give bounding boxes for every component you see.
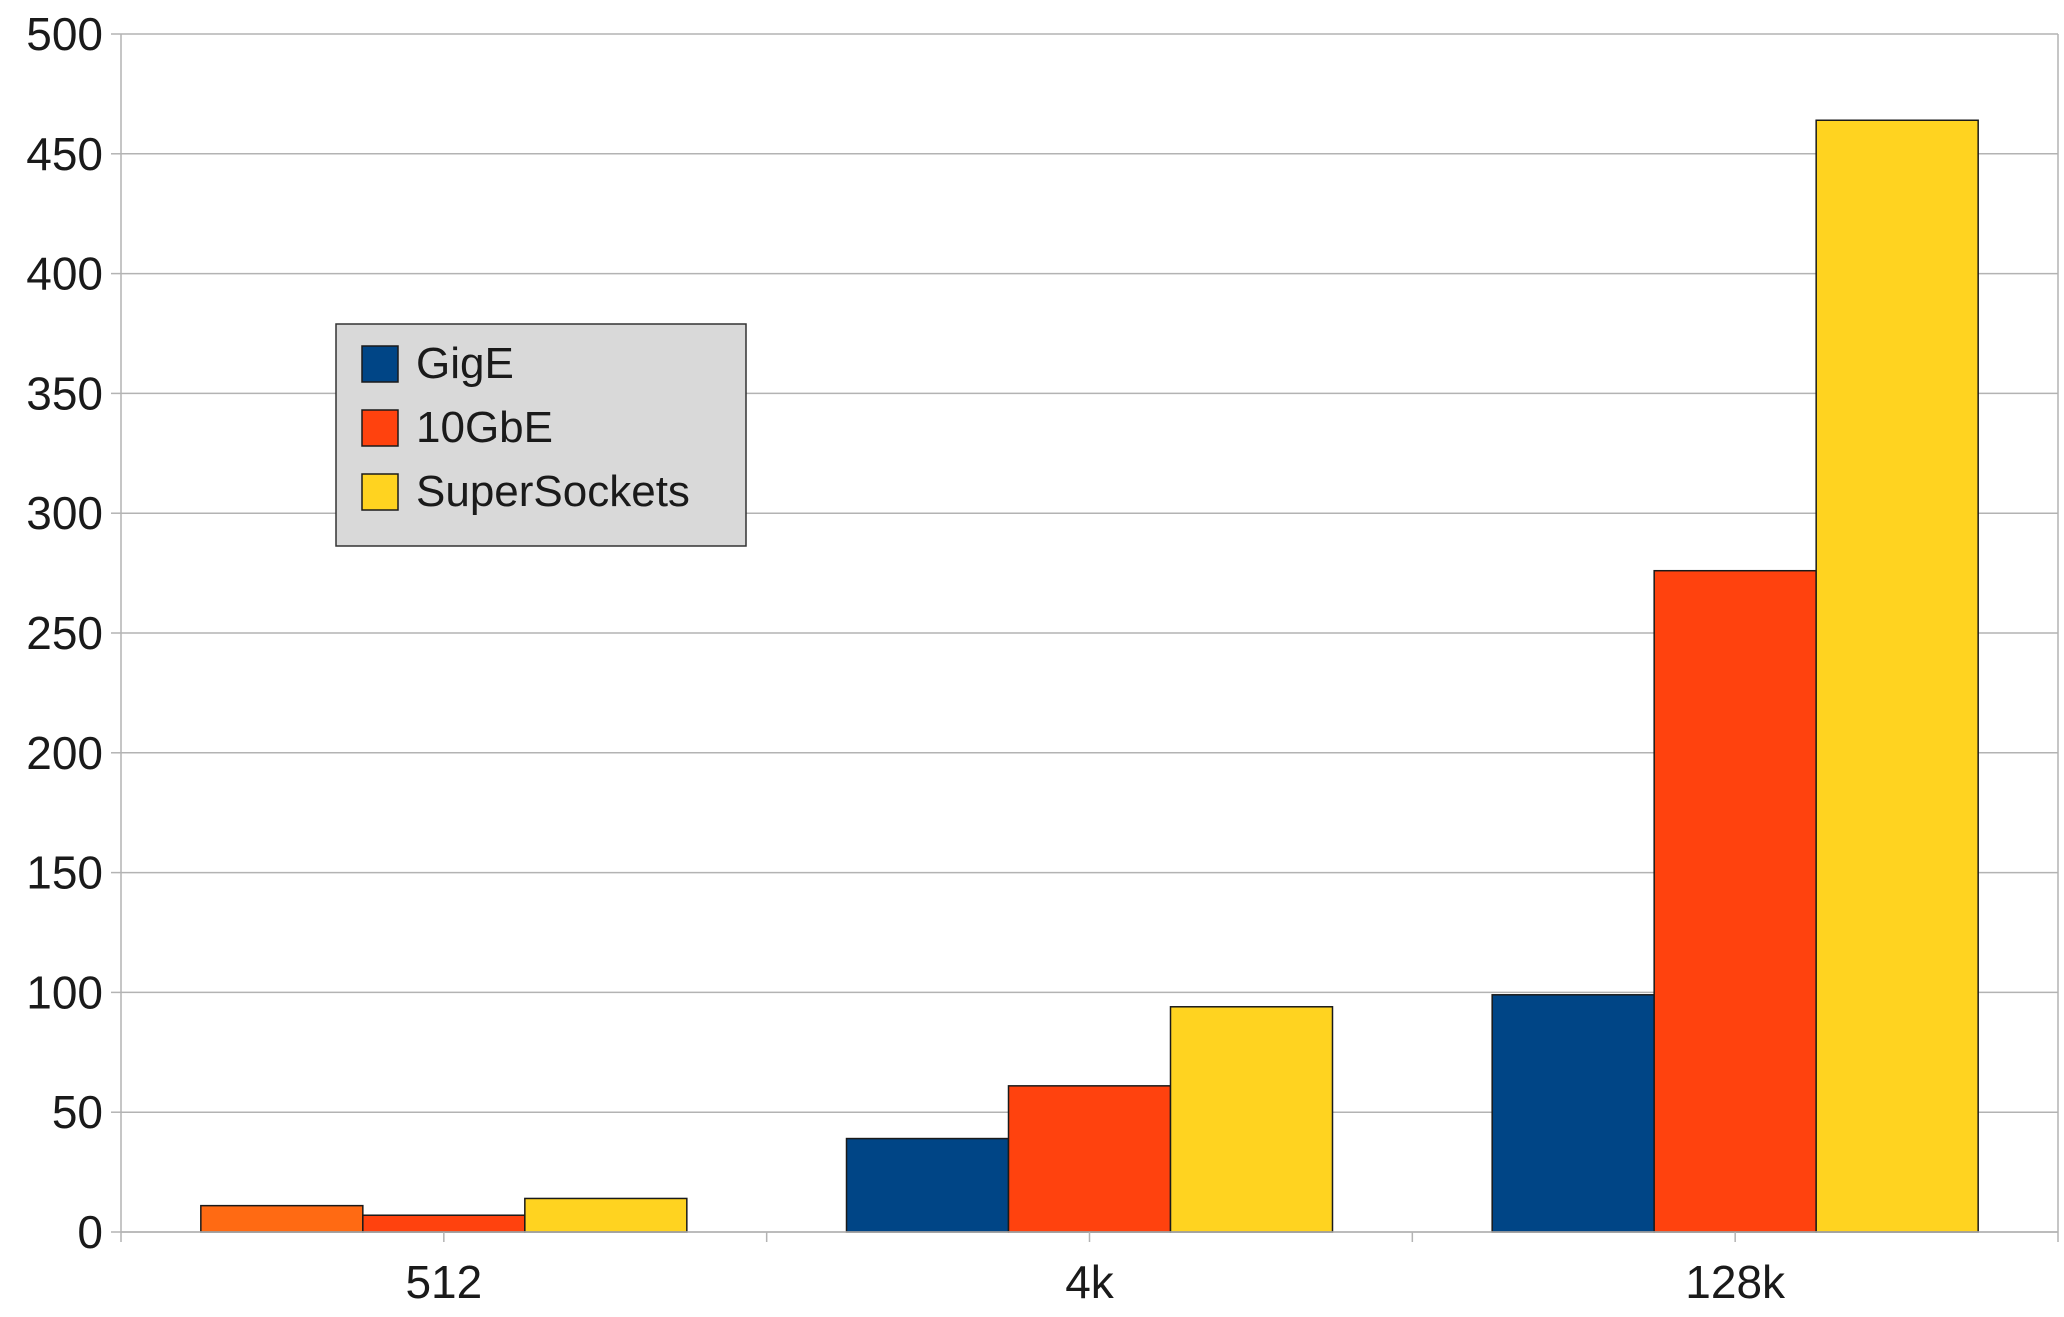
legend-swatch-10GbE xyxy=(361,409,399,447)
legend-label-GigE: GigE xyxy=(416,339,514,388)
legend-swatch-GigE xyxy=(361,345,399,383)
legend: GigE 10GbE SuperSockets xyxy=(335,323,747,547)
bar-10GbE-4k xyxy=(1007,1085,1172,1233)
legend-swatch-SuperSockets xyxy=(361,473,399,511)
y-tick-label-350: 350 xyxy=(26,367,103,419)
y-tick-label-50: 50 xyxy=(52,1086,103,1138)
bar-SuperSockets-512 xyxy=(524,1197,688,1233)
bar-10GbE-512 xyxy=(362,1214,526,1233)
y-tick-label-300: 300 xyxy=(26,487,103,539)
bar-SuperSockets-4k xyxy=(1169,1006,1334,1233)
y-tick-label-500: 500 xyxy=(26,8,103,60)
y-tick-label-100: 100 xyxy=(26,966,103,1018)
x-tick-label-512: 512 xyxy=(405,1256,482,1308)
y-tick-label-250: 250 xyxy=(26,607,103,659)
bar-SuperSockets-128k xyxy=(1815,119,1979,1233)
bar-10GbE-128k xyxy=(1653,569,1817,1233)
bar-GigE-512 xyxy=(200,1204,364,1233)
y-tick-label-400: 400 xyxy=(26,248,103,300)
y-tick-label-450: 450 xyxy=(26,128,103,180)
legend-box xyxy=(335,323,747,547)
x-tick-label-4k: 4k xyxy=(1065,1256,1115,1308)
y-tick-label-0: 0 xyxy=(77,1206,103,1258)
legend-label-SuperSockets: SuperSockets xyxy=(416,467,690,516)
legend-label-10GbE: 10GbE xyxy=(416,403,553,452)
y-tick-label-150: 150 xyxy=(26,847,103,899)
y-tick-label-200: 200 xyxy=(26,727,103,779)
x-tick-label-128k: 128k xyxy=(1685,1256,1786,1308)
bar-GigE-4k xyxy=(845,1137,1010,1233)
bars xyxy=(200,119,1979,1233)
bar-GigE-128k xyxy=(1491,994,1655,1233)
axes: 0 50 100 150 200 250 300 350 400 450 500 512 4k 128k xyxy=(26,8,2059,1308)
